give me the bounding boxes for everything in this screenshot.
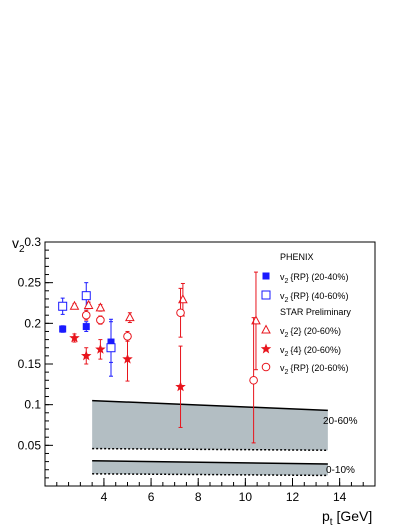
data-point bbox=[123, 332, 132, 341]
band-label-20-60: 20-60% bbox=[323, 416, 358, 427]
data-point bbox=[125, 312, 135, 322]
legend-entry-star-rp: v2 {RP} (20-60%) bbox=[280, 363, 348, 376]
data-points-layer bbox=[58, 271, 261, 444]
legend: PHENIX STAR Preliminary v2 {RP} (20-40%) … bbox=[260, 252, 351, 376]
data-point bbox=[176, 308, 185, 318]
y-tick-label: 0.15 bbox=[18, 357, 42, 371]
data-point bbox=[69, 332, 80, 343]
y-tick-label: 0.2 bbox=[24, 316, 41, 330]
x-tick-label: 6 bbox=[148, 490, 155, 504]
band-lower-line-1 bbox=[92, 473, 328, 477]
data-point bbox=[81, 310, 91, 320]
series-star_v2_2 bbox=[69, 271, 261, 371]
data-point bbox=[106, 343, 116, 353]
series-star_v2_4 bbox=[69, 332, 186, 428]
legend-group-phenix: PHENIX bbox=[280, 252, 314, 262]
data-point bbox=[175, 381, 186, 392]
data-point bbox=[81, 350, 92, 361]
band-layer bbox=[92, 399, 328, 477]
band-upper-line-1 bbox=[92, 460, 328, 465]
x-axis-title: pt [GeV] bbox=[322, 508, 372, 527]
y-tick-label: 0.1 bbox=[24, 398, 41, 412]
y-tick-label: 0.3 bbox=[24, 235, 41, 249]
band-label-0-10: 0-10% bbox=[326, 465, 355, 476]
legend-group-star: STAR Preliminary bbox=[280, 307, 351, 317]
band-lower-line-0 bbox=[92, 447, 328, 451]
axis-ticks: 0.05 0.1 0.15 0.2 0.25 0.3 4 6 8 10 12 14 bbox=[18, 235, 376, 504]
legend-entry-phenix-40-60: v2 {RP} (40-60%) bbox=[280, 291, 348, 304]
series-star_rp bbox=[81, 287, 258, 444]
legend-marker-phenix_20_40 bbox=[262, 272, 270, 280]
x-tick-label: 4 bbox=[101, 490, 108, 504]
legend-marker-star_rp bbox=[261, 362, 271, 372]
x-tick-label: 10 bbox=[239, 490, 253, 504]
x-tick-label: 12 bbox=[286, 490, 300, 504]
data-point bbox=[249, 375, 258, 385]
y-axis-title: v2 bbox=[12, 235, 25, 255]
data-point bbox=[95, 343, 106, 354]
band-fill-1 bbox=[92, 460, 328, 476]
data-point bbox=[95, 302, 106, 312]
legend-entry-star-v2-2: v2 {2} (20-60%) bbox=[280, 326, 341, 339]
legend-entry-star-v2-4: v2 {4} (20-60%) bbox=[280, 345, 341, 358]
x-tick-label: 8 bbox=[195, 490, 202, 504]
band-upper-line-0 bbox=[92, 399, 328, 412]
data-point bbox=[83, 299, 94, 309]
legend-marker-star_v2_2 bbox=[261, 324, 271, 334]
data-point bbox=[58, 301, 68, 311]
data-point bbox=[81, 291, 91, 301]
legend-entry-phenix-20-40: v2 {RP} (20-40%) bbox=[280, 272, 348, 285]
legend-marker-phenix_40_60 bbox=[261, 290, 271, 300]
y-tick-label: 0.25 bbox=[18, 276, 42, 290]
data-point bbox=[69, 300, 80, 310]
legend-marker-star_v2_4 bbox=[260, 343, 272, 354]
data-point bbox=[96, 315, 105, 325]
data-point bbox=[59, 325, 67, 333]
series-phenix_40_60 bbox=[58, 282, 116, 377]
x-tick-label: 14 bbox=[333, 490, 347, 504]
data-point bbox=[82, 323, 90, 331]
legend-markers bbox=[260, 272, 272, 372]
y-tick-label: 0.05 bbox=[18, 438, 42, 452]
band-fill-0 bbox=[92, 400, 328, 451]
data-point bbox=[122, 353, 133, 364]
